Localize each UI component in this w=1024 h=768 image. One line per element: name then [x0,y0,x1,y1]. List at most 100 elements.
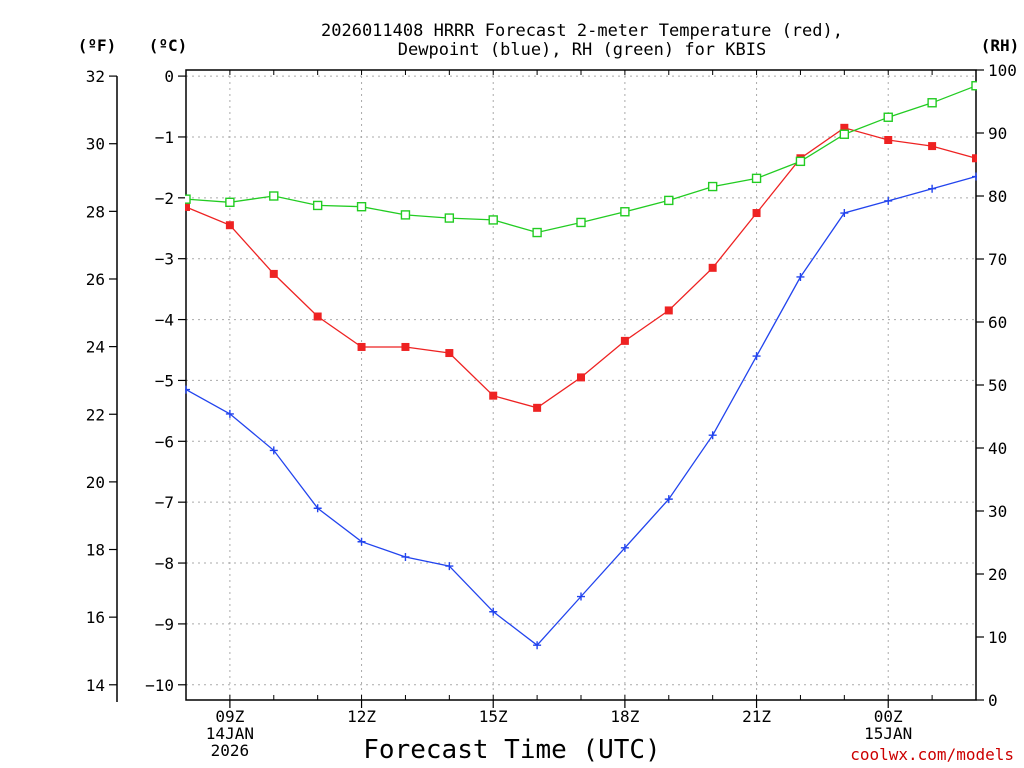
rh-line [185,85,977,234]
dewpoint-point [533,641,542,650]
temperature-point [577,373,585,382]
rh-point [356,202,367,212]
x-tick-label: 12Z [347,707,376,726]
rh-point [927,98,937,108]
fahrenheit-tick-label: 14 [86,676,105,695]
fahrenheit-tick-label: 16 [86,608,105,627]
rh-point [185,194,191,204]
rh-tick-label: 30 [988,502,1007,521]
temperature-point [664,306,673,315]
chart-title-line-2: Dewpoint (blue), RH (green) for KBIS [398,40,766,60]
fahrenheit-tick-label: 26 [86,270,105,289]
chart-title-line-1: 2026011408 HRRR Forecast 2-meter Tempera… [321,21,843,41]
fahrenheit-tick-label: 18 [86,541,105,560]
rh-tick-label: 100 [988,61,1017,80]
temperature-point [269,269,278,278]
celsius-tick-label: 0 [164,67,174,86]
gridlines [186,70,976,700]
rh-point [269,191,279,201]
fahrenheit-tick-label: 32 [86,67,105,86]
dewpoint-point [796,272,805,281]
dewpoint-point [185,385,190,394]
celsius-unit-label: (ºC) [149,36,188,55]
fahrenheit-tick-label: 30 [86,135,105,154]
celsius-tick-label: −3 [155,250,174,269]
plot-frame [185,69,977,701]
rh-point [883,112,893,122]
rh-tick-label: 40 [988,439,1007,458]
fahrenheit-tick-label: 22 [86,405,105,424]
rh-point [444,213,455,223]
dewpoint-point [445,562,454,571]
dewpoint-point [840,209,849,218]
dewpoint-point [489,607,498,616]
temperature-point [620,336,629,345]
rh-point [795,156,806,167]
rh-tick-label: 80 [988,187,1007,206]
x-tick-label: 00Z [874,707,903,726]
celsius-tick-label: −5 [155,371,174,390]
rh-point [225,197,235,208]
dewpoint-point [928,184,937,193]
temperature-point [489,391,498,400]
dewpoint-point [752,352,761,361]
dewpoint-point [972,172,977,181]
temperature-line [185,127,977,409]
temperature-point [225,221,234,230]
temperature-point [401,342,410,351]
rh-point [751,173,762,184]
x-tick-label: 15Z [479,707,508,726]
dewpoint-point [620,543,629,552]
celsius-tick-label: −4 [155,311,174,330]
celsius-tick-label: −2 [155,189,174,208]
rh-point [312,200,323,211]
rh-point [488,215,498,225]
temperature-point [313,312,322,321]
dewpoint-point [401,552,410,561]
celsius-tick-label: −8 [155,554,174,573]
rh-point [839,129,850,139]
rh-tick-label: 10 [988,628,1007,647]
fahrenheit-tick-label: 20 [86,473,105,492]
x-tick-label: 15JAN [864,724,912,743]
celsius-tick-label: −9 [155,615,174,634]
fahrenheit-tick-label: 24 [86,338,105,357]
data-series [185,81,977,650]
dewpoint-line [185,175,977,647]
fahrenheit-unit-label: (ºF) [78,36,117,55]
series-dewpoint [185,172,977,650]
dewpoint-point [664,495,673,504]
dewpoint-point [884,196,893,205]
axis-ticks: 0 −1 −2 −3 −4 −5 −6 −7 −8 −9 −10 32 30 28 26 24 22 20 18 16… [86,61,1017,760]
rh-tick-label: 0 [988,691,998,710]
temperature-point [445,349,454,358]
rh-tick-label: 90 [988,124,1007,143]
rh-point [707,181,718,192]
dewpoint-point [225,409,234,418]
series-rh [185,81,977,238]
x-tick-label: 18Z [610,707,639,726]
x-tick-label: 14JAN [206,724,254,743]
rh-point [971,81,977,91]
celsius-tick-label: −6 [155,432,174,451]
temperature-point [708,263,717,272]
rh-point [532,227,542,238]
rh-tick-label: 20 [988,565,1007,584]
celsius-tick-label: −10 [145,676,174,695]
temperature-point [884,136,893,144]
dewpoint-point [577,592,585,601]
credit-text: coolwx.com/models [850,745,1014,764]
rh-tick-label: 70 [988,250,1007,269]
rh-tick-label: 60 [988,313,1007,332]
rh-tick-label: 50 [988,376,1007,395]
celsius-tick-label: −1 [155,128,174,147]
x-tick-label: 09Z [215,707,244,726]
dewpoint-point [708,431,717,440]
celsius-tick-label: −7 [155,493,174,512]
dewpoint-point [313,504,322,513]
temperature-point [185,202,190,211]
temperature-point [972,154,977,163]
rh-point [664,195,674,206]
temperature-point [928,142,937,151]
